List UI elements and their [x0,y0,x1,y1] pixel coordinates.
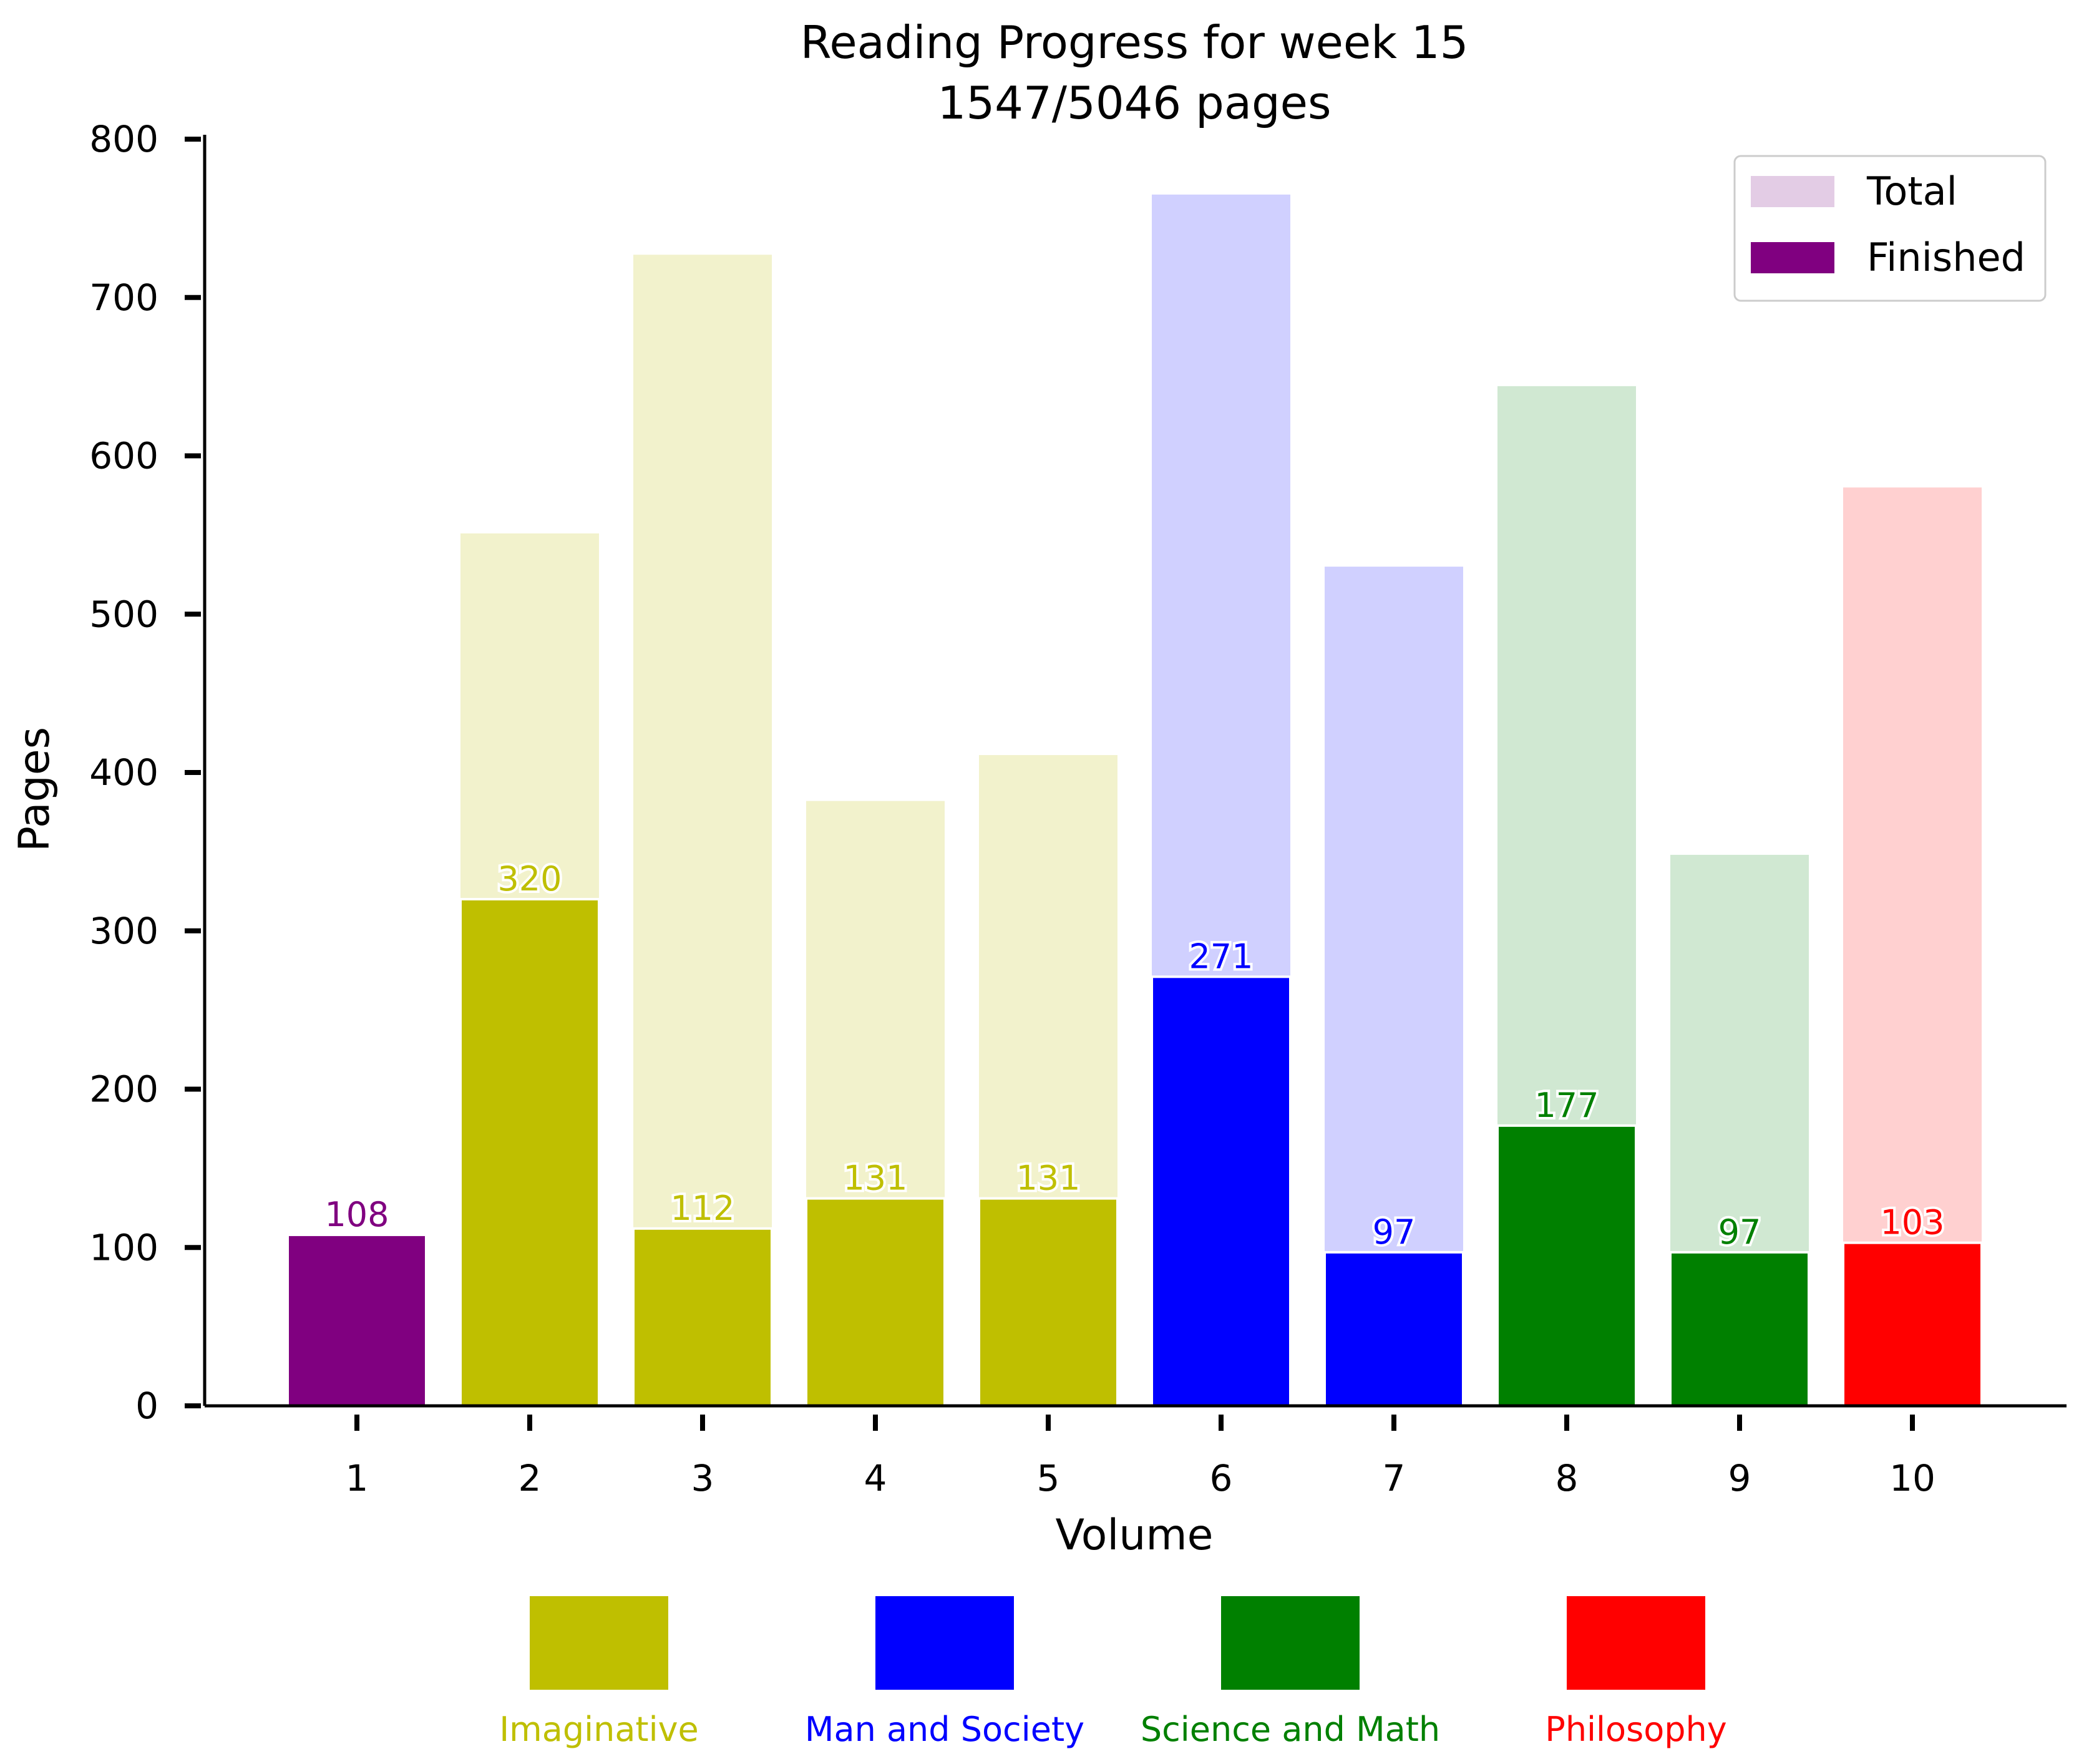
y-tick-label-700: 700 [89,276,158,319]
y-tick-label-300: 300 [89,910,158,952]
y-tick-label-0: 0 [135,1385,158,1427]
data-label-10: 103 [1880,1203,1944,1242]
legend-label-finished: Finished [1867,235,2025,280]
category-label-man-and-society: Man and Society [805,1710,1084,1749]
data-label-4: 131 [843,1159,907,1198]
category-swatch-science-and-math [1221,1596,1360,1690]
x-tick-label-7: 7 [1383,1457,1406,1499]
category-label-philosophy: Philosophy [1545,1710,1726,1749]
data-label-2: 320 [497,859,562,899]
chart-subtitle: 1547/5046 pages [938,77,1332,129]
data-label-7: 97 [1373,1212,1416,1252]
legend-swatch-finished [1751,242,1834,273]
y-tick-label-500: 500 [89,593,158,635]
category-swatch-man-and-society [875,1596,1014,1690]
finished-bar-4 [805,1197,946,1408]
total-bar-3 [633,255,772,1406]
y-tick-label-400: 400 [89,751,158,794]
x-tick-label-1: 1 [346,1457,369,1499]
finished-bar-10 [1842,1241,1983,1407]
x-axis-label: Volume [1056,1511,1214,1560]
x-tick-label-8: 8 [1556,1457,1579,1499]
data-label-5: 131 [1016,1159,1080,1198]
finished-bar-9 [1669,1250,1810,1408]
legend-swatch-total [1751,176,1834,207]
x-tick-label-2: 2 [519,1457,542,1499]
data-label-1: 108 [324,1195,389,1234]
x-tick-label-4: 4 [864,1457,887,1499]
finished-bar-8 [1496,1124,1637,1408]
finished-bar-3 [632,1227,773,1408]
finished-bar-2 [459,898,600,1407]
data-label-6: 271 [1189,937,1253,976]
category-label-imaginative: Imaginative [499,1710,699,1749]
category-swatch-philosophy [1567,1596,1705,1690]
y-tick-label-600: 600 [89,435,158,477]
y-axis-label: Pages [10,727,59,852]
category-swatch-imaginative [530,1596,668,1690]
y-tick-label-100: 100 [89,1226,158,1269]
category-label-science-and-math: Science and Math [1141,1710,1440,1749]
x-tick-label-3: 3 [691,1457,714,1499]
chart-title: Reading Progress for week 15 [801,16,1469,69]
data-label-3: 112 [670,1189,734,1228]
finished-bar-5 [978,1197,1119,1408]
data-label-8: 177 [1534,1086,1599,1125]
finished-bar-6 [1151,975,1292,1407]
finished-bar-1 [286,1233,427,1407]
x-tick-label-6: 6 [1210,1457,1233,1499]
y-tick-label-200: 200 [89,1068,158,1111]
x-tick-label-9: 9 [1728,1457,1751,1499]
data-label-9: 97 [1718,1212,1761,1252]
x-tick-label-5: 5 [1037,1457,1060,1499]
finished-bar-7 [1323,1250,1464,1408]
legend-label-total: Total [1866,168,1957,214]
x-tick-label-10: 10 [1889,1457,1935,1499]
y-tick-label-800: 800 [89,118,158,160]
